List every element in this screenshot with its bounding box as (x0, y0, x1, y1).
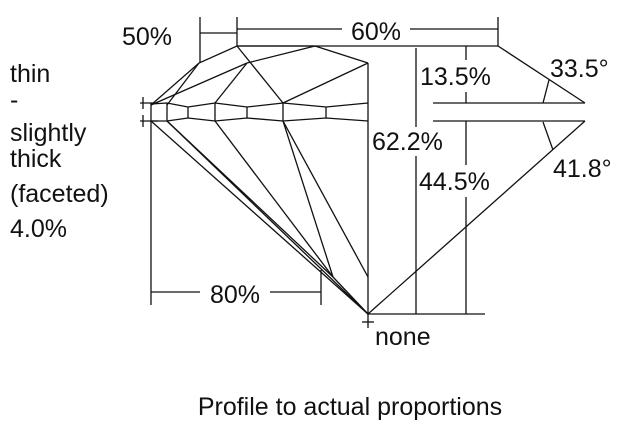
culet-label: none (375, 323, 431, 351)
caption: Profile to actual proportions (198, 393, 502, 421)
girdle-line: thick (10, 145, 62, 173)
lower-half-label: 80% (210, 281, 260, 309)
total-depth-label: 62.2% (372, 128, 443, 156)
crown-height-label: 50% (122, 23, 172, 51)
girdle-line: thin (10, 60, 50, 88)
girdle-line: slightly (10, 119, 87, 147)
girdle-line: - (10, 86, 18, 114)
diamond-outline (150, 45, 586, 315)
pavilion-angle-label: 41.8° (553, 155, 612, 183)
table-label: 60% (351, 18, 401, 46)
dimension-lines (140, 17, 554, 328)
crown-depth-label: 13.5% (420, 63, 491, 91)
girdle-line: 4.0% (10, 215, 67, 243)
girdle-line: (faceted) (10, 180, 109, 208)
pavilion-depth-label: 44.5% (419, 168, 490, 196)
crown-angle-label: 33.5° (550, 55, 609, 83)
girdle-description: thin - slightly thick (faceted) 4.0% (10, 60, 109, 243)
